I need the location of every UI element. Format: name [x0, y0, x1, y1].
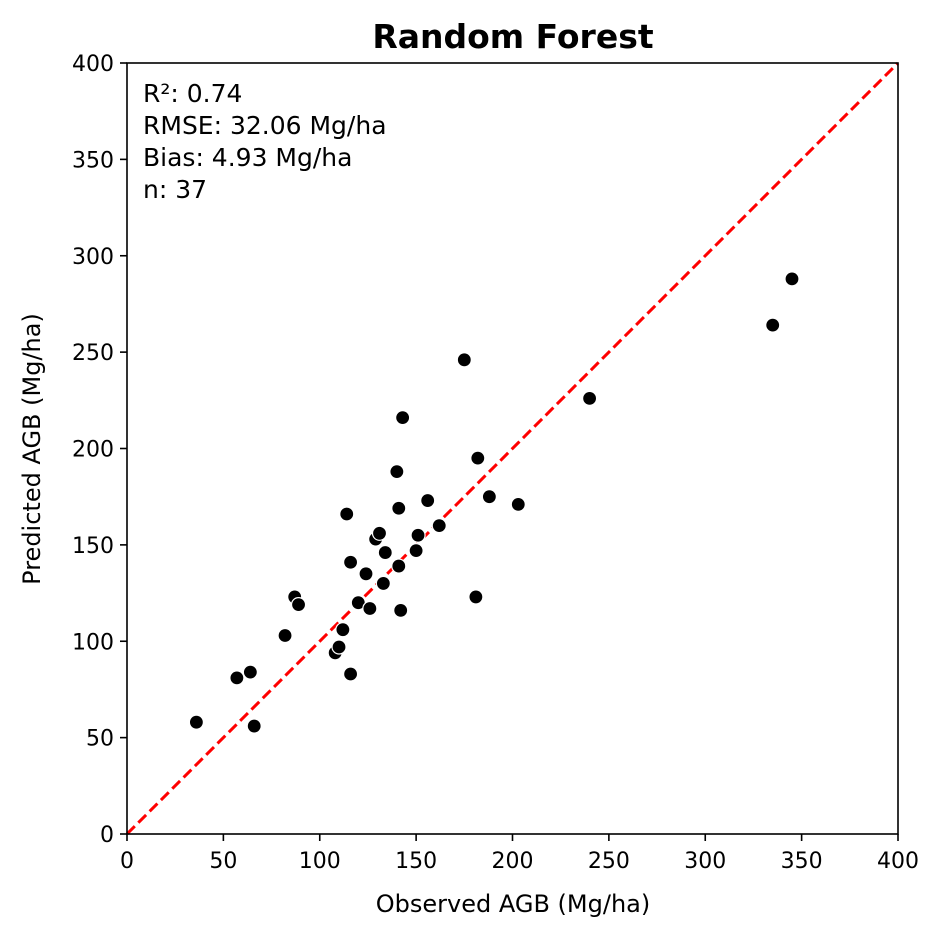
x-tick-label: 350 [781, 849, 823, 874]
scatter-point [342, 666, 359, 682]
scatter-point [331, 639, 347, 655]
y-tick-label: 350 [72, 148, 114, 173]
scatter-point [246, 718, 262, 734]
x-tick-label: 300 [684, 849, 726, 874]
y-axis-label: Predicted AGB (Mg/ha) [18, 313, 46, 585]
y-tick-label: 250 [72, 341, 114, 366]
scatter-point [339, 506, 355, 522]
scatter-point [581, 390, 598, 406]
scatter-point [456, 352, 472, 368]
scatter-point [408, 543, 424, 559]
y-tick-label: 0 [100, 823, 114, 848]
scatter-point [395, 410, 411, 426]
x-tick-label: 0 [120, 849, 134, 874]
x-tick-label: 150 [395, 849, 437, 874]
y-tick-label: 150 [72, 534, 114, 559]
scatter-point [371, 525, 388, 541]
scatter-point [393, 602, 409, 619]
x-tick-label: 200 [492, 849, 534, 874]
stats-annotation: R²: 0.74 RMSE: 32.06 Mg/ha Bias: 4.93 Mg/h… [143, 79, 387, 204]
scatter-point [765, 317, 781, 333]
scatter-point [277, 627, 293, 644]
stat-line: Bias: 4.93 Mg/ha [143, 143, 352, 172]
scatter-point [242, 664, 258, 680]
scatter-point [342, 554, 359, 570]
y-axis-ticks: 0 50 100 150 200 250 300 350 400 [72, 52, 127, 848]
scatter-point [358, 566, 374, 582]
scatter-point [391, 558, 407, 574]
scatter-point [420, 492, 436, 509]
y-tick-label: 400 [72, 52, 114, 77]
scatter-point [410, 527, 426, 543]
scatter-point [188, 714, 204, 730]
stat-line: R²: 0.74 [143, 79, 242, 108]
stat-line: RMSE: 32.06 Mg/ha [143, 111, 387, 140]
x-tick-label: 50 [209, 849, 237, 874]
scatter-point [377, 544, 393, 561]
scatter-point [391, 500, 407, 516]
x-tick-label: 250 [588, 849, 630, 874]
x-axis-label: Observed AGB (Mg/ha) [376, 890, 650, 918]
data-points [188, 271, 800, 734]
scatter-point [784, 271, 800, 287]
y-tick-label: 300 [72, 245, 114, 270]
x-tick-label: 400 [877, 849, 919, 874]
y-tick-label: 100 [72, 630, 114, 655]
scatter-point [389, 464, 405, 480]
scatter-point [290, 597, 307, 613]
stat-line: n: 37 [143, 175, 207, 204]
one-to-one-reference-line [125, 61, 900, 836]
scatter-point [362, 600, 378, 617]
y-tick-label: 50 [86, 727, 114, 752]
scatter-point [375, 575, 391, 592]
y-tick-label: 200 [72, 438, 114, 463]
scatter-point [229, 670, 245, 686]
scatter-point [510, 496, 526, 512]
scatter-point [431, 517, 447, 534]
scatter-point [470, 450, 486, 466]
chart-title: Random Forest [372, 17, 654, 56]
x-axis-ticks: 0 50 100 150 200 250 300 350 400 [120, 834, 919, 874]
x-tick-label: 100 [299, 849, 341, 874]
scatter-point [481, 489, 497, 505]
scatter-point [335, 622, 351, 638]
scatter-point [468, 589, 484, 605]
